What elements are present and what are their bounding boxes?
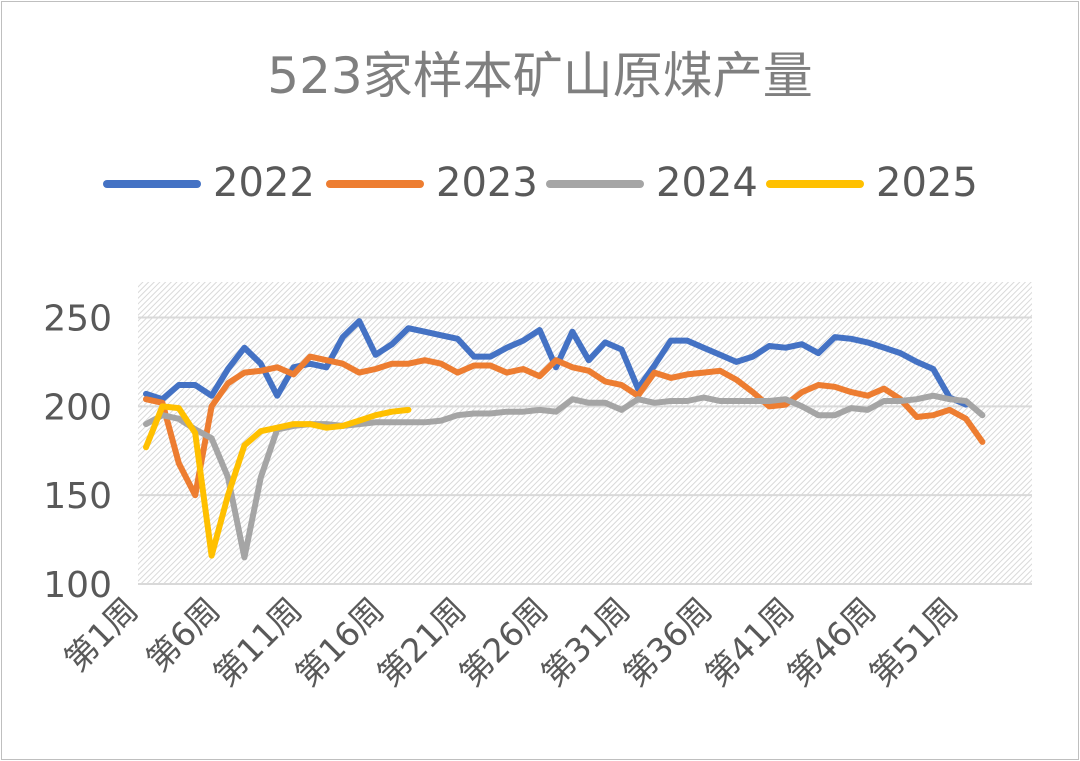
x-tick-label: 第31周 bbox=[534, 590, 638, 694]
chart-legend: 2022 2023 2024 2025 bbox=[0, 158, 1080, 208]
legend-label-2022: 2022 bbox=[213, 160, 315, 206]
y-tick-label: 150 bbox=[43, 476, 112, 517]
plot-area bbox=[138, 282, 1032, 584]
legend-label-2025: 2025 bbox=[876, 160, 978, 206]
y-axis-ticks: 100 150 200 250 bbox=[43, 299, 112, 606]
x-tick-label: 第46周 bbox=[780, 590, 884, 694]
legend-label-2023: 2023 bbox=[436, 160, 538, 206]
chart-title: 523家样本矿山原煤产量 bbox=[267, 47, 813, 105]
legend-swatch-2022 bbox=[103, 180, 201, 188]
legend-swatch-2024 bbox=[546, 180, 644, 188]
x-tick-label: 第41周 bbox=[698, 590, 802, 694]
x-tick-label: 第51周 bbox=[862, 590, 966, 694]
series-line-2022 bbox=[143, 318, 969, 408]
legend-swatch-2023 bbox=[326, 180, 424, 188]
x-tick-label: 第16周 bbox=[288, 590, 392, 694]
y-tick-label: 200 bbox=[43, 387, 112, 428]
x-tick-label: 第21周 bbox=[370, 590, 474, 694]
series-lines bbox=[143, 318, 986, 561]
x-tick-label: 第11周 bbox=[206, 590, 310, 694]
y-tick-label: 250 bbox=[43, 299, 112, 340]
x-tick-label: 第36周 bbox=[616, 590, 720, 694]
series-line-2023 bbox=[143, 353, 986, 499]
legend-label-2024: 2024 bbox=[656, 160, 758, 206]
y-tick-label: 100 bbox=[43, 565, 112, 606]
gridlines bbox=[138, 316, 1032, 585]
series-line-2025 bbox=[143, 403, 412, 559]
legend-swatch-2025 bbox=[766, 180, 864, 188]
x-tick-label: 第26周 bbox=[452, 590, 556, 694]
x-axis-ticks: 第1周第6周第11周第16周第21周第26周第31周第36周第41周第46周第5… bbox=[57, 590, 966, 694]
